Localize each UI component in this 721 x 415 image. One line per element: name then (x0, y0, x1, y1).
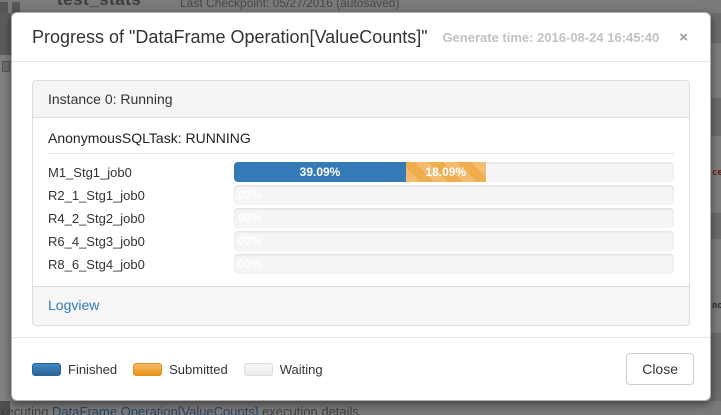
notebook-header-fragment: test_stats Last Checkpoint: 05/27/2016 (… (0, 0, 721, 13)
notebook-checkpoint-text: Last Checkpoint: 05/27/2016 (autosaved) (180, 0, 400, 10)
toolbar-fragment (0, 13, 11, 55)
cell-fragment (711, 98, 721, 136)
close-button[interactable]: Close (626, 353, 694, 385)
progress-track: 0.00% (234, 208, 674, 228)
instance-panel-footer: Logview (33, 286, 689, 325)
notebook-bottom-fragment: xecuting DataFrame Operation[ValueCounts… (0, 401, 721, 415)
job-progress-row: R8_6_Stg4_job0 0.00% (48, 254, 674, 274)
finished-percent-label: 39.09% (299, 165, 341, 179)
finished-legend-swatch (32, 362, 61, 376)
instance-panel-body: AnonymousSQLTask: RUNNING M1_Stg1_job0 3… (33, 118, 689, 286)
submitted-progress-bar: 18.09% (405, 162, 486, 182)
cell-fragment (711, 333, 721, 401)
status-text-suffix: execution details (258, 404, 359, 415)
finished-percent-label: 0.00% (234, 211, 263, 225)
submitted-percent-label: 18.09% (425, 165, 467, 179)
dialog-title: Progress of "DataFrame Operation[ValueCo… (32, 27, 428, 47)
progress-dialog: Progress of "DataFrame Operation[ValueCo… (11, 12, 711, 401)
submitted-legend-label: Submitted (169, 361, 228, 377)
notebook-right-fragment: ce no (711, 13, 721, 401)
dialog-footer: Finished Submitted Waiting Close (12, 337, 710, 400)
dialog-header: Progress of "DataFrame Operation[ValueCo… (12, 13, 710, 62)
finished-percent-label: 0.00% (234, 188, 263, 202)
waiting-legend-label: Waiting (279, 361, 323, 377)
job-progress-row: M1_Stg1_job0 39.09% 18.09% (48, 162, 674, 182)
code-text-fragment: no (712, 301, 721, 311)
progress-track: 0.00% (234, 254, 674, 274)
dialog-body: Instance 0: Running AnonymousSQLTask: RU… (12, 62, 710, 335)
progress-legend: Finished Submitted Waiting (32, 362, 626, 377)
job-progress-row: R2_1_Stg1_job0 0.00% (48, 185, 674, 205)
submitted-legend-swatch (133, 362, 163, 376)
generate-time-text: Generate time: 2016-08-24 16:45:40 (442, 30, 660, 45)
job-name: R6_4_Stg3_job0 (48, 233, 145, 249)
cell-fragment (0, 401, 10, 415)
finished-percent-label: 0.00% (234, 257, 263, 271)
finished-percent-label: 0.00% (234, 234, 263, 248)
logview-link[interactable]: Logview (48, 297, 100, 313)
status-text-prefix: xecuting (0, 404, 53, 415)
instance-panel-header: Instance 0: Running (33, 81, 689, 118)
progress-track: 0.00% (234, 231, 674, 251)
notebook-status-text: xecuting DataFrame Operation[ValueCounts… (0, 404, 359, 415)
waiting-legend-swatch (243, 362, 273, 376)
code-text-fragment: ce (712, 168, 721, 178)
finished-legend-label: Finished (68, 361, 118, 377)
job-name: R8_6_Stg4_job0 (48, 256, 145, 272)
notebook-left-fragment (0, 13, 11, 401)
divider (48, 153, 674, 154)
instance-panel: Instance 0: Running AnonymousSQLTask: RU… (32, 80, 690, 326)
jupyter-logo-fragment (0, 2, 46, 13)
job-name: R2_1_Stg1_job0 (48, 187, 145, 203)
cell-fragment (711, 13, 721, 43)
notebook-title: test_stats (57, 0, 141, 10)
close-icon[interactable]: × (679, 29, 688, 46)
progress-track: 0.00% (234, 185, 674, 205)
operation-link-fragment: DataFrame Operation[ValueCounts] (52, 404, 259, 415)
job-progress-row: R4_2_Stg2_job0 0.00% (48, 208, 674, 228)
job-name: R4_2_Stg2_job0 (48, 210, 145, 226)
job-name: M1_Stg1_job0 (48, 164, 132, 180)
job-progress-row: R6_4_Stg3_job0 0.00% (48, 231, 674, 251)
progress-track: 39.09% 18.09% (234, 162, 674, 182)
finished-progress-bar: 39.09% (234, 162, 406, 182)
cell-fragment (711, 213, 721, 239)
save-icon-fragment (2, 61, 10, 72)
task-status-text: AnonymousSQLTask: RUNNING (48, 130, 251, 146)
